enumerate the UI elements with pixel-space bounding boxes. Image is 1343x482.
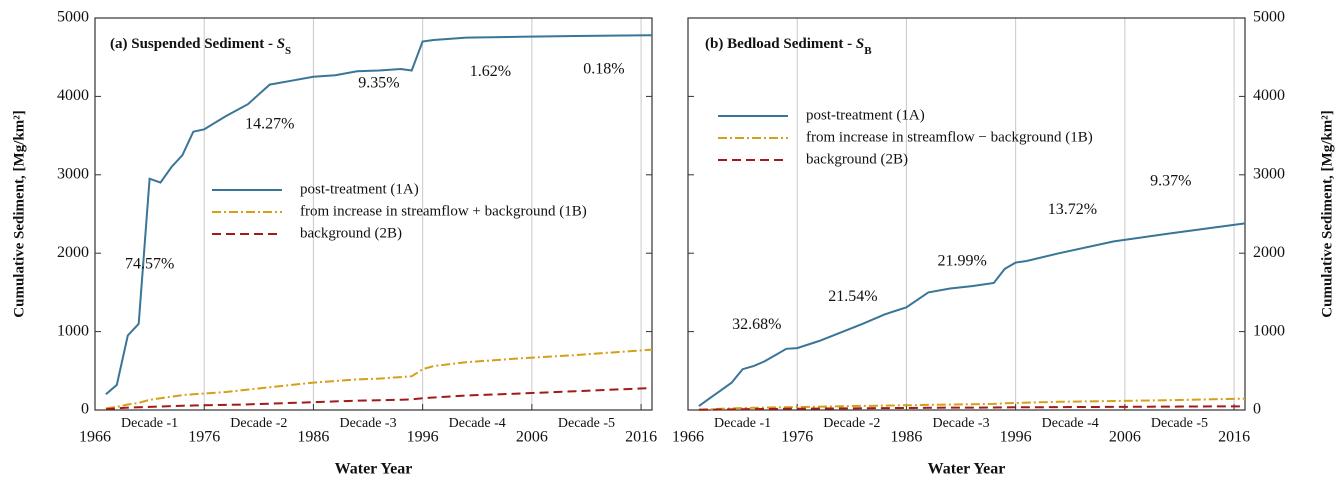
- series-line: [105, 348, 653, 410]
- annotation: 13.72%: [1048, 201, 1097, 218]
- x-tick-label: 1976: [781, 429, 813, 446]
- x-tick-label: 1986: [297, 429, 329, 446]
- legend-label: post-treatment (1A): [300, 181, 419, 197]
- title-subscript: S: [285, 45, 291, 57]
- title-text: (a) Suspended Sediment -: [110, 36, 277, 52]
- series-line: [698, 222, 1246, 407]
- annotation: 32.68%: [732, 316, 781, 333]
- decade-label: Decade -1: [121, 416, 178, 431]
- decade-label: Decade -5: [558, 416, 615, 431]
- x-tick-label: 2016: [625, 429, 657, 446]
- series-line: [698, 397, 1246, 411]
- series-line: [698, 405, 1246, 411]
- title-symbol: S: [277, 36, 285, 52]
- x-axis-label: Water Year: [335, 461, 413, 478]
- annotation: 9.35%: [358, 75, 399, 92]
- annotation: 0.18%: [583, 60, 624, 77]
- decade-label: Decade -4: [449, 416, 506, 431]
- y-tick-label: 3000: [57, 165, 89, 182]
- annotation: 74.57%: [125, 256, 174, 273]
- legend-label: from increase in streamflow + background…: [300, 203, 587, 219]
- legend-label: background (2B): [300, 225, 402, 241]
- panel: 1966 1976 1986 1996 2006 2016 Decade -1 Decade …: [11, 9, 657, 478]
- series-line: [105, 34, 653, 396]
- plot-frame: [687, 17, 1246, 411]
- chart-title: (b) Bedload Sediment - SB: [705, 36, 872, 56]
- y-tick-label: 2000: [1253, 244, 1285, 261]
- decade-label: Decade -3: [932, 416, 989, 431]
- y-tick-label: 2000: [57, 244, 89, 261]
- y-tick-label: 0: [81, 401, 89, 418]
- legend-label: post-treatment (1A): [806, 107, 925, 123]
- y-axis-label: Cumulative Sediment, [Mg/km²]: [1319, 110, 1335, 317]
- x-axis-label: Water Year: [928, 461, 1006, 478]
- y-tick-label: 5000: [57, 9, 89, 26]
- title-symbol: S: [856, 36, 864, 52]
- decade-label: Decade -1: [714, 416, 771, 431]
- annotation: 1.62%: [470, 63, 511, 80]
- x-tick-label: 2006: [1109, 429, 1141, 446]
- title-subscript: B: [864, 45, 872, 57]
- x-tick-label: 2016: [1218, 429, 1250, 446]
- panel: 1966 1976 1986 1996 2006 2016 Decade -1 Decade …: [672, 9, 1335, 478]
- decade-label: Decade -2: [823, 416, 880, 431]
- x-tick-label: 1996: [407, 429, 439, 446]
- x-tick-label: 1986: [890, 429, 922, 446]
- y-tick-label: 4000: [1253, 87, 1285, 104]
- x-tick-label: 2006: [516, 429, 548, 446]
- x-tick-label: 1996: [1000, 429, 1032, 446]
- y-tick-label: 0: [1253, 401, 1261, 418]
- y-axis-label: Cumulative Sediment, [Mg/km²]: [11, 110, 27, 317]
- y-tick-label: 1000: [1253, 322, 1285, 339]
- plot-frame: [94, 17, 653, 411]
- decade-label: Decade -2: [230, 416, 287, 431]
- y-tick-label: 1000: [57, 322, 89, 339]
- y-tick-label: 5000: [1253, 9, 1285, 26]
- decade-label: Decade -3: [339, 416, 396, 431]
- x-tick-label: 1966: [79, 429, 111, 446]
- decade-label: Decade -5: [1151, 416, 1208, 431]
- decade-label: Decade -4: [1042, 416, 1099, 431]
- annotation: 21.99%: [937, 252, 986, 269]
- title-text: (b) Bedload Sediment -: [705, 36, 856, 52]
- annotation: 21.54%: [828, 288, 877, 305]
- y-tick-label: 3000: [1253, 165, 1285, 182]
- chart-title: (a) Suspended Sediment - SS: [110, 36, 291, 56]
- legend-label: from increase in streamflow − background…: [806, 129, 1093, 145]
- y-tick-label: 4000: [57, 87, 89, 104]
- annotation: 14.27%: [245, 115, 294, 132]
- series-line: [105, 387, 653, 411]
- x-tick-label: 1976: [188, 429, 220, 446]
- x-tick-label: 1966: [672, 429, 704, 446]
- annotation: 9.37%: [1150, 173, 1191, 190]
- legend-label: background (2B): [806, 151, 908, 167]
